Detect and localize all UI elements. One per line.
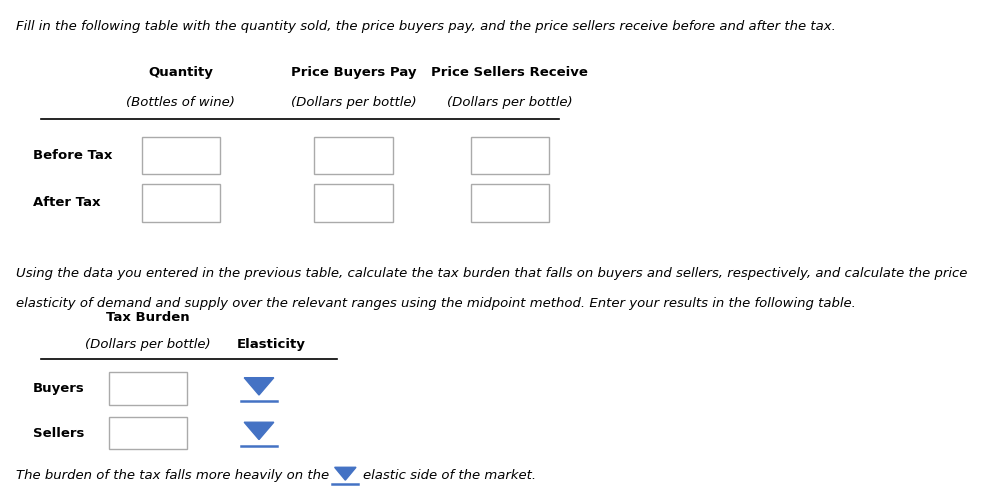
FancyBboxPatch shape <box>471 137 548 174</box>
Text: The burden of the tax falls more heavily on the: The burden of the tax falls more heavily… <box>16 469 330 482</box>
Text: Quantity: Quantity <box>148 66 214 79</box>
FancyBboxPatch shape <box>142 137 220 174</box>
Text: Sellers: Sellers <box>33 427 85 440</box>
Text: (Dollars per bottle): (Dollars per bottle) <box>86 339 211 351</box>
FancyBboxPatch shape <box>109 417 187 449</box>
Polygon shape <box>244 422 274 440</box>
Text: Price Sellers Receive: Price Sellers Receive <box>431 66 589 79</box>
Text: Before Tax: Before Tax <box>33 149 112 162</box>
Text: Using the data you entered in the previous table, calculate the tax burden that : Using the data you entered in the previo… <box>16 267 968 280</box>
Text: (Bottles of wine): (Bottles of wine) <box>126 96 235 109</box>
Text: Tax Burden: Tax Burden <box>106 311 190 324</box>
Text: elastic side of the market.: elastic side of the market. <box>364 469 536 482</box>
FancyBboxPatch shape <box>314 185 392 222</box>
Text: Price Buyers Pay: Price Buyers Pay <box>290 66 416 79</box>
Text: Fill in the following table with the quantity sold, the price buyers pay, and th: Fill in the following table with the qua… <box>16 20 837 33</box>
FancyBboxPatch shape <box>142 185 220 222</box>
Polygon shape <box>244 378 274 395</box>
Text: (Dollars per bottle): (Dollars per bottle) <box>290 96 416 109</box>
Text: elasticity of demand and supply over the relevant ranges using the midpoint meth: elasticity of demand and supply over the… <box>16 297 857 310</box>
FancyBboxPatch shape <box>471 185 548 222</box>
Polygon shape <box>335 467 356 480</box>
FancyBboxPatch shape <box>109 372 187 405</box>
Text: Buyers: Buyers <box>33 382 85 395</box>
Text: Elasticity: Elasticity <box>237 339 305 351</box>
Text: After Tax: After Tax <box>33 197 101 209</box>
Text: (Dollars per bottle): (Dollars per bottle) <box>447 96 573 109</box>
FancyBboxPatch shape <box>314 137 392 174</box>
